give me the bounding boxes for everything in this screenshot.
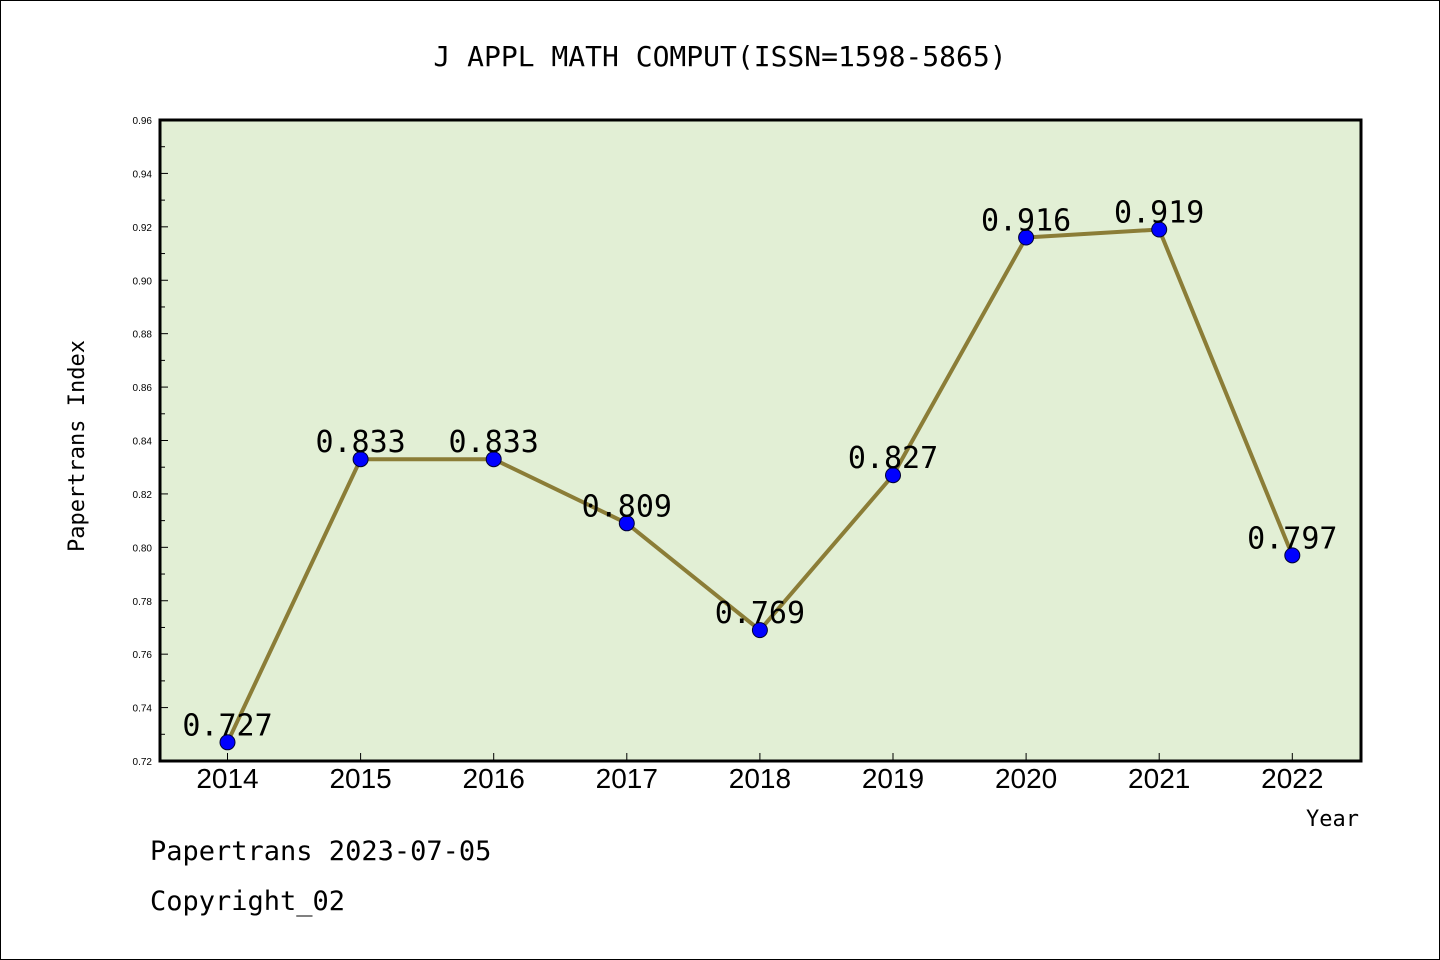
y-tick-label: 0.82 bbox=[133, 490, 153, 501]
data-label: 0.916 bbox=[981, 204, 1071, 239]
footer-date: Papertrans 2023-07-05 bbox=[150, 836, 492, 867]
data-point-marker bbox=[485, 451, 502, 468]
y-tick-label: 0.90 bbox=[133, 276, 153, 287]
y-tick-label: 0.78 bbox=[133, 597, 153, 608]
data-label: 0.919 bbox=[1114, 196, 1204, 231]
x-axis: 2014 2015 2016 2017 2018 2019 2020 2021 2022 bbox=[196, 753, 1323, 794]
data-point-marker bbox=[885, 467, 901, 484]
data-point-marker bbox=[618, 515, 635, 532]
data-point-marker bbox=[1151, 221, 1168, 238]
data-point-marker bbox=[751, 622, 768, 639]
y-tick-label: 0.74 bbox=[133, 704, 153, 715]
x-tick-label: 2014 bbox=[196, 763, 258, 794]
x-axis-title: Year bbox=[1306, 807, 1359, 832]
x-tick-label: 2015 bbox=[329, 763, 391, 794]
data-label: 0.797 bbox=[1247, 521, 1337, 556]
x-tick-label: 2019 bbox=[862, 763, 924, 794]
x-tick-label: 2022 bbox=[1261, 763, 1323, 794]
data-point-marker bbox=[1284, 547, 1301, 564]
y-tick-label: 0.84 bbox=[133, 437, 153, 448]
y-tick-label: 0.76 bbox=[133, 650, 153, 661]
data-label: 0.727 bbox=[182, 708, 272, 743]
y-tick-label: 0.92 bbox=[133, 223, 153, 234]
data-label: 0.809 bbox=[582, 489, 672, 524]
data-label: 0.769 bbox=[715, 596, 805, 631]
data-label: 0.833 bbox=[449, 425, 539, 460]
data-point-marker bbox=[352, 451, 369, 468]
data-point-marker bbox=[219, 734, 236, 751]
x-tick-label: 2017 bbox=[596, 763, 658, 794]
x-tick-label: 2020 bbox=[995, 763, 1057, 794]
y-tick-label: 0.88 bbox=[133, 330, 153, 341]
x-tick-label: 2016 bbox=[463, 763, 525, 794]
y-tick-label: 0.72 bbox=[133, 757, 153, 768]
data-label: 0.827 bbox=[848, 441, 938, 476]
chart-title: J APPL MATH COMPUT(ISSN=1598-5865) bbox=[433, 40, 1006, 73]
x-tick-label: 2021 bbox=[1128, 763, 1190, 794]
y-tick-label: 0.94 bbox=[133, 169, 153, 180]
data-labels-group: 0.727 0.833 0.833 0.809 0.769 0.827 0.916 0.919… bbox=[182, 196, 1337, 744]
y-tick-label: 0.80 bbox=[133, 543, 153, 554]
y-tick-label: 0.86 bbox=[133, 383, 153, 394]
y-axis-title: Papertrans Index bbox=[65, 340, 90, 552]
data-label: 0.833 bbox=[315, 425, 405, 460]
x-tick-label: 2018 bbox=[729, 763, 791, 794]
footer-copyright: Copyright_02 bbox=[150, 886, 346, 917]
y-tick-label: 0.96 bbox=[133, 116, 153, 127]
y-axis: 0.72 0.74 0.76 0.78 0.80 0.82 0.84 0.86 0.88 0.90… bbox=[133, 116, 168, 768]
data-point-marker bbox=[1018, 229, 1035, 246]
markers-group bbox=[219, 221, 1301, 751]
